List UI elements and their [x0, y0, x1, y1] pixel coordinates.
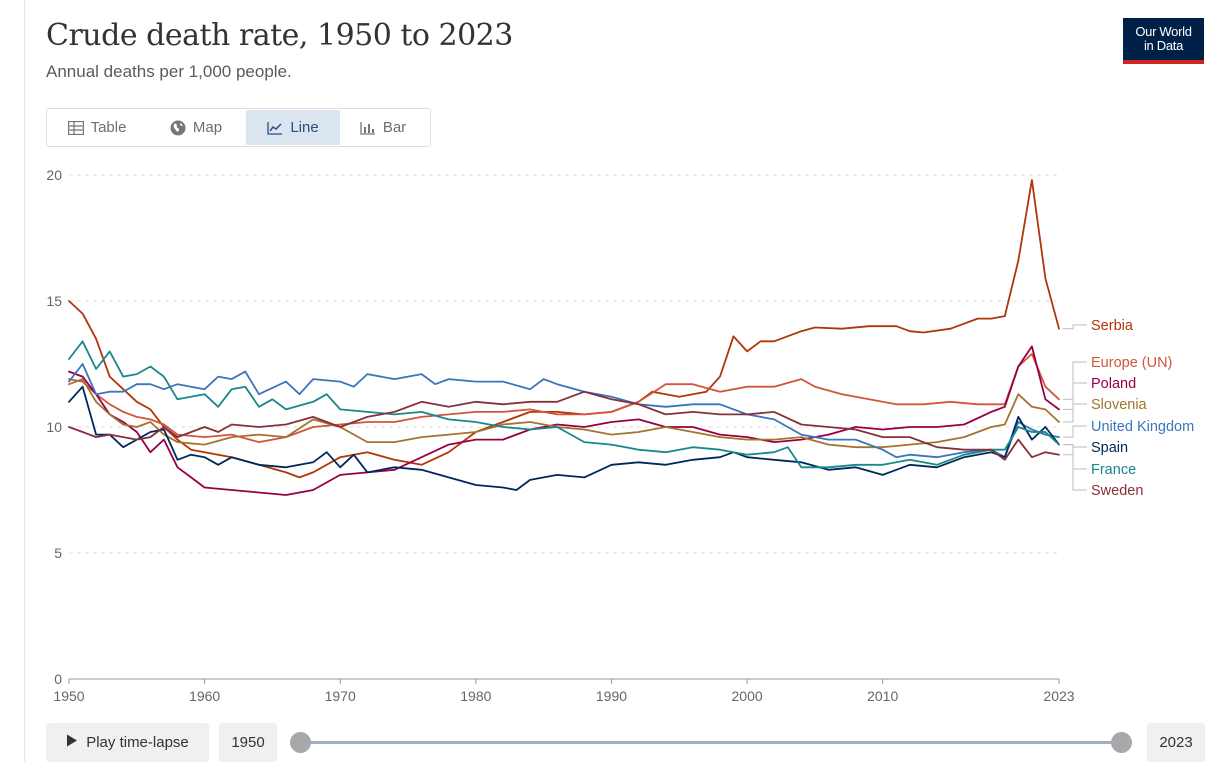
legend-label-serbia: Serbia: [1091, 318, 1134, 334]
y-tick-label-5: 5: [54, 545, 62, 561]
legend-label-spain: Spain: [1091, 440, 1128, 456]
logo-line-1: Our World: [1135, 24, 1192, 39]
timeline-start-handle[interactable]: [290, 732, 311, 753]
play-icon: [66, 734, 78, 751]
chart-title: Crude death rate, 1950 to 2023: [46, 18, 513, 53]
legend-label-europe-un: Europe (UN): [1091, 355, 1172, 371]
owid-logo[interactable]: Our World in Data: [1123, 18, 1204, 64]
line-chart-icon: [267, 121, 283, 135]
legend-label-sweden: Sweden: [1091, 483, 1143, 499]
start-year-button[interactable]: 1950: [219, 723, 277, 762]
x-tick-label-1970: 1970: [325, 688, 356, 704]
series-line-europe-un: [68, 352, 1060, 444]
play-timelapse-label: Play time-lapse: [86, 734, 189, 751]
table-icon: [67, 120, 84, 135]
x-tick-label-1990: 1990: [596, 688, 627, 704]
timeline-end-handle[interactable]: [1111, 732, 1132, 753]
tab-line-label: Line: [290, 119, 319, 136]
x-tick-label-2023: 2023: [1043, 688, 1074, 704]
legend-label-slovenia: Slovenia: [1091, 397, 1148, 413]
series-line-spain: [68, 385, 1060, 491]
page-left-border: [24, 0, 25, 762]
view-tabs: Table Map Line Bar: [46, 108, 431, 147]
legend-label-united-kingdom: United Kingdom: [1091, 419, 1194, 435]
legend-label-poland: Poland: [1091, 376, 1136, 392]
tab-map[interactable]: Map: [146, 110, 246, 145]
y-tick-label-10: 10: [46, 419, 62, 435]
legend-leader-united-kingdom: [1063, 425, 1087, 438]
series-line-france: [68, 340, 1060, 469]
line-chart: 0 5 10 15 20 1950 1960 1970 1980 1990 2000 2010 2023…: [46, 167, 1194, 704]
legend-leader-sweden: [1063, 454, 1087, 491]
y-tick-label-15: 15: [46, 293, 62, 309]
timeline-slider-track[interactable]: [301, 741, 1121, 744]
legend-leader-france: [1063, 444, 1087, 470]
x-tick-label-2010: 2010: [867, 688, 898, 704]
tab-map-label: Map: [192, 119, 223, 136]
play-timelapse-button[interactable]: Play time-lapse: [46, 723, 209, 762]
x-tick-label-1960: 1960: [189, 688, 220, 704]
chart-subtitle: Annual deaths per 1,000 people.: [46, 62, 292, 81]
tab-bar[interactable]: Bar: [340, 110, 426, 145]
bar-chart-icon: [360, 121, 376, 135]
tab-line[interactable]: Line: [246, 110, 340, 145]
legend-leader-slovenia: [1063, 403, 1087, 423]
series-line-poland: [68, 345, 1060, 496]
y-tick-label-0: 0: [54, 671, 62, 687]
series-line-serbia: [68, 179, 1060, 479]
series-line-sweden: [68, 390, 1060, 461]
x-tick-label-1950: 1950: [53, 688, 84, 704]
logo-line-2: in Data: [1143, 38, 1184, 53]
legend-leader-poland: [1063, 382, 1087, 410]
legend-label-france: France: [1091, 462, 1136, 478]
x-tick-label-1980: 1980: [460, 688, 491, 704]
tab-bar-label: Bar: [382, 119, 407, 136]
legend-leader-serbia: [1063, 324, 1087, 330]
series-line-united-kingdom: [68, 363, 1060, 459]
globe-icon: [170, 120, 186, 136]
end-year-button[interactable]: 2023: [1147, 723, 1205, 762]
x-tick-label-2000: 2000: [732, 688, 763, 704]
tab-table[interactable]: Table: [48, 110, 146, 145]
tab-table-label: Table: [90, 119, 127, 136]
legend-leader-europe-un: [1063, 361, 1087, 400]
y-tick-label-20: 20: [46, 167, 62, 183]
